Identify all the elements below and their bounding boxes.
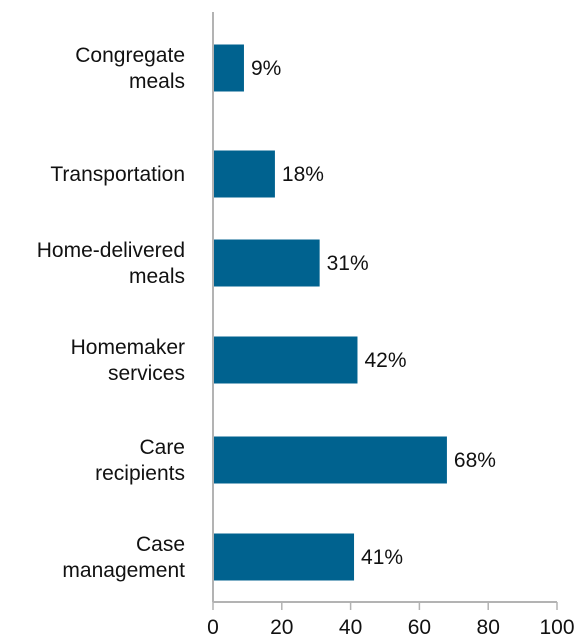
- value-label: 9%: [251, 57, 281, 80]
- category-label-line: management: [62, 559, 185, 582]
- x-tick-label: 100: [539, 616, 574, 639]
- bar: [213, 239, 320, 287]
- category-label-line: Homemaker: [71, 336, 185, 359]
- x-tick-label: 0: [207, 616, 219, 639]
- bar: [213, 436, 447, 484]
- bar: [213, 533, 355, 581]
- category-label: Congregate meals: [75, 44, 185, 93]
- category-labels-group: Congregate meals Transportation Home-delive…: [37, 44, 185, 582]
- category-label-line: Care: [139, 436, 185, 459]
- x-ticks-group: 0 20 40 60 80 100: [207, 602, 575, 639]
- x-tick-label: 80: [477, 616, 500, 639]
- category-label-line: Home-delivered: [37, 239, 185, 262]
- x-tick-label: 20: [270, 616, 293, 639]
- value-label: 31%: [327, 252, 369, 275]
- category-label: Home-delivered meals: [37, 239, 185, 288]
- category-label-line: meals: [129, 265, 185, 288]
- bar: [213, 44, 244, 92]
- category-label: Care recipients: [95, 436, 185, 485]
- x-tick-label: 60: [408, 616, 431, 639]
- category-label: Transportation: [50, 163, 185, 186]
- value-label: 18%: [282, 163, 324, 186]
- value-label: 42%: [364, 349, 406, 372]
- category-label-line: meals: [129, 70, 185, 93]
- bar: [213, 336, 358, 384]
- category-label-line: Transportation: [50, 163, 185, 186]
- value-label: 68%: [454, 449, 496, 472]
- category-label-line: services: [108, 362, 185, 385]
- value-labels-group: 9% 18% 31% 42% 68% 41%: [251, 57, 496, 569]
- bars-group: [213, 44, 447, 581]
- category-label: Case management: [62, 533, 185, 582]
- value-label: 41%: [361, 546, 403, 569]
- category-label: Homemaker services: [71, 336, 185, 385]
- category-label-line: Case: [136, 533, 185, 556]
- bar: [213, 150, 275, 198]
- category-label-line: recipients: [95, 462, 185, 485]
- x-tick-label: 40: [339, 616, 362, 639]
- category-label-line: Congregate: [75, 44, 185, 67]
